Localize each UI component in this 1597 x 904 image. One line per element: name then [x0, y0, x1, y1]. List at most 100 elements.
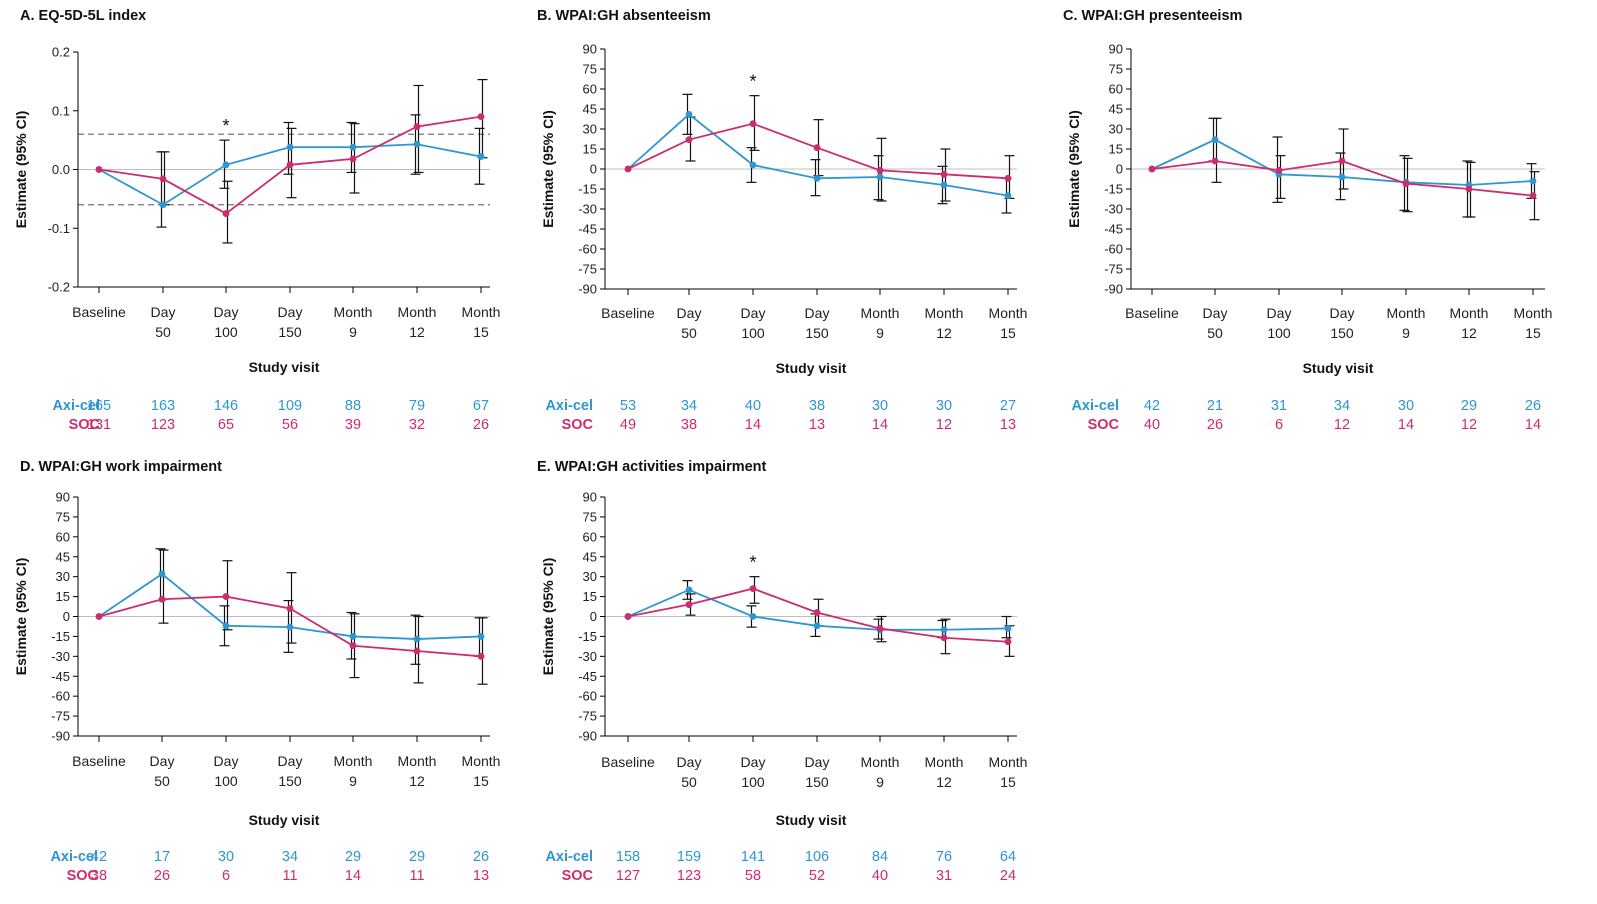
x-tick-label: 12: [409, 773, 425, 789]
n-count-axicel: 34: [282, 849, 298, 865]
n-label-axicel: Axi-cel: [52, 398, 100, 414]
n-label-soc: SOC: [562, 868, 594, 884]
x-tick-label: 12: [1461, 325, 1477, 341]
x-tick-label: 150: [278, 773, 302, 789]
n-count-axicel: 141: [741, 849, 765, 865]
n-count-axicel: 34: [1334, 398, 1350, 414]
y-tick-label: -45: [1104, 222, 1123, 237]
x-tick-label: Day: [150, 753, 175, 769]
n-count-axicel: 17: [154, 849, 170, 865]
data-point-soc: [685, 601, 693, 608]
n-count-axicel: 29: [409, 849, 425, 865]
x-tick-label: 9: [1402, 325, 1410, 341]
y-tick-label: 60: [1109, 82, 1123, 97]
x-tick-label: Baseline: [72, 304, 126, 320]
n-count-axicel: 42: [91, 849, 107, 865]
n-count-soc: 26: [1207, 417, 1223, 433]
y-tick-label: -30: [1104, 202, 1123, 217]
data-point-soc: [813, 609, 821, 616]
y-tick-label: 0: [590, 162, 597, 177]
x-tick-label: Day: [278, 304, 303, 320]
y-tick-label: 45: [56, 549, 70, 564]
x-tick-label: Month: [989, 754, 1028, 770]
x-tick-label: 50: [681, 774, 697, 790]
n-count-axicel: 29: [1461, 398, 1477, 414]
n-label-axicel: Axi-cel: [545, 849, 593, 865]
y-tick-label: -60: [1104, 242, 1123, 257]
x-tick-label: 15: [1000, 774, 1016, 790]
x-tick-label: Day: [151, 304, 176, 320]
n-count-axicel: 84: [872, 849, 888, 865]
y-tick-label: -90: [1104, 282, 1123, 297]
data-point-soc: [1004, 638, 1012, 646]
y-tick-label: -75: [1104, 262, 1123, 277]
data-point-axicel: [1338, 173, 1346, 181]
y-tick-label: 75: [1109, 62, 1123, 77]
data-point-soc: [624, 613, 632, 620]
x-tick-label: 100: [741, 774, 765, 790]
n-count-axicel: 29: [345, 849, 361, 865]
n-label-soc: SOC: [69, 417, 101, 433]
data-point-soc: [940, 634, 948, 642]
data-point-axicel: [685, 110, 693, 118]
x-tick-label: 15: [473, 324, 489, 340]
y-tick-label: 0.1: [52, 103, 70, 118]
x-tick-label: Baseline: [72, 753, 126, 769]
y-tick-label: -15: [578, 182, 597, 197]
data-point-soc: [349, 642, 357, 650]
n-count-soc: 58: [745, 868, 761, 884]
data-point-axicel: [813, 622, 821, 630]
chart-panel-1: A. EQ-5D-5L index 0.2 0.1 0.0 -0.1 -0.2 Estima…: [13, 8, 500, 433]
y-tick-label: -30: [578, 649, 597, 664]
n-count-soc: 24: [1000, 868, 1016, 884]
data-point-axicel: [940, 626, 948, 634]
n-count-soc: 123: [151, 417, 175, 433]
x-tick-label: Day: [805, 754, 830, 770]
n-count-axicel: 30: [1398, 398, 1414, 414]
data-point-axicel: [749, 161, 757, 169]
n-count-soc: 14: [745, 417, 761, 433]
x-tick-label: Day: [214, 753, 239, 769]
y-tick-label: 75: [583, 62, 597, 77]
data-point-soc: [1275, 166, 1283, 174]
data-point-soc: [1211, 157, 1219, 165]
chart-panel-2: B. WPAI:GH absenteeism9075604530150-15-3…: [537, 8, 1027, 433]
x-tick-label: Month: [1387, 305, 1426, 321]
n-count-soc: 14: [872, 417, 888, 433]
x-tick-label: Baseline: [601, 754, 655, 770]
data-point-axicel: [158, 570, 166, 578]
x-tick-label: Day: [741, 305, 766, 321]
x-tick-label: Day: [741, 754, 766, 770]
y-tick-label: 45: [1109, 102, 1123, 117]
x-tick-label: 9: [349, 773, 357, 789]
y-axis-title: Estimate (95% CI): [13, 111, 29, 228]
n-count-axicel: 26: [1525, 398, 1541, 414]
x-tick-label: Day: [1203, 305, 1228, 321]
n-count-axicel: 159: [677, 849, 701, 865]
y-tick-label: -30: [578, 202, 597, 217]
x-tick-label: Month: [989, 305, 1028, 321]
x-tick-label: Month: [462, 753, 501, 769]
data-point-soc: [159, 175, 167, 183]
data-point-soc: [1402, 180, 1410, 188]
y-tick-label: -15: [51, 629, 70, 644]
data-point-axicel: [685, 586, 693, 594]
y-tick-label: 30: [56, 569, 70, 584]
x-tick-label: Month: [334, 753, 373, 769]
y-tick-label: 0.0: [52, 162, 70, 177]
y-tick-label: -15: [1104, 182, 1123, 197]
y-tick-label: 75: [56, 509, 70, 524]
x-tick-label: 15: [473, 773, 489, 789]
n-count-soc: 56: [282, 417, 298, 433]
x-tick-label: 15: [1000, 325, 1016, 341]
y-tick-label: 60: [583, 82, 597, 97]
n-count-soc: 13: [809, 417, 825, 433]
x-tick-label: Baseline: [1125, 305, 1179, 321]
data-point-soc: [685, 136, 693, 144]
n-count-soc: 131: [87, 417, 111, 433]
n-count-axicel: 76: [936, 849, 952, 865]
n-count-soc: 12: [1461, 417, 1477, 433]
data-point-axicel: [940, 181, 948, 189]
n-count-axicel: 30: [218, 849, 234, 865]
